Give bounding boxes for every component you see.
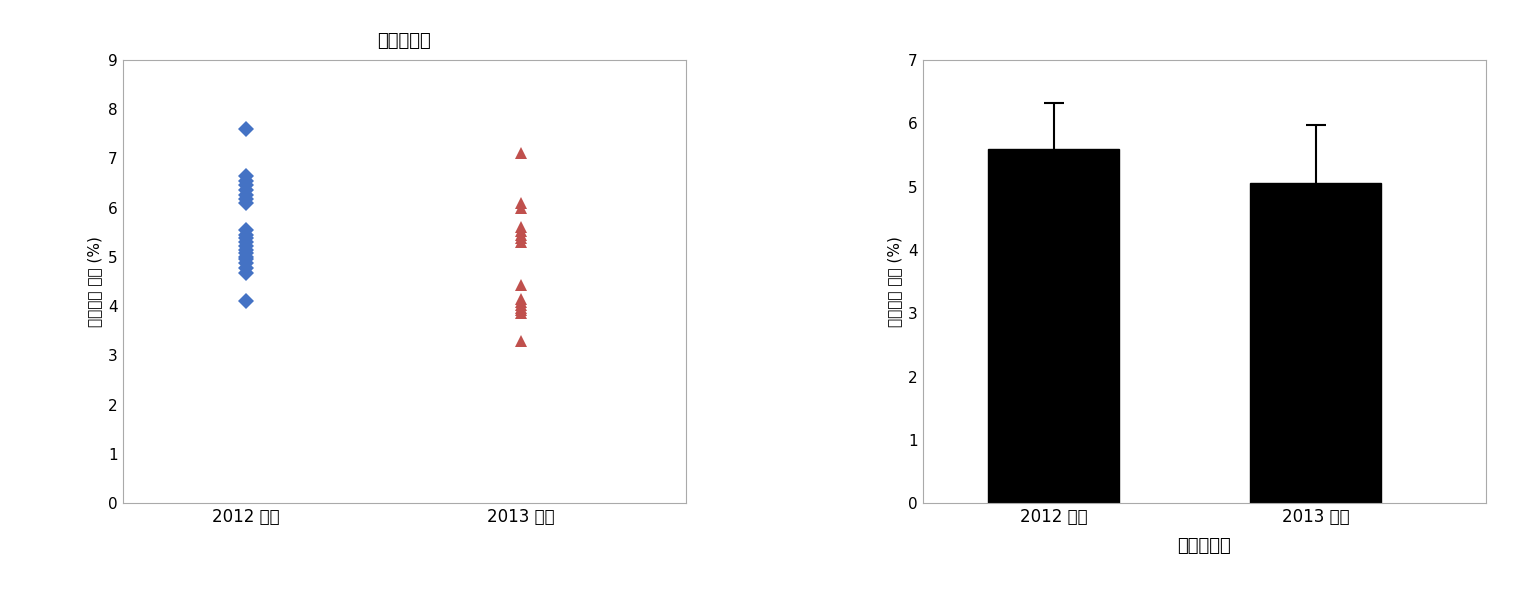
Bar bbox=[1250, 183, 1382, 503]
Title: 잘쌍고추장: 잘쌍고추장 bbox=[377, 32, 430, 50]
Y-axis label: 조단백질 함량 (%): 조단백질 함량 (%) bbox=[87, 236, 103, 327]
Y-axis label: 조단백질 함량 (%): 조단백질 함량 (%) bbox=[887, 236, 902, 327]
X-axis label: 잘쌍고추장: 잘쌍고추장 bbox=[1178, 537, 1232, 555]
Bar bbox=[988, 149, 1120, 503]
